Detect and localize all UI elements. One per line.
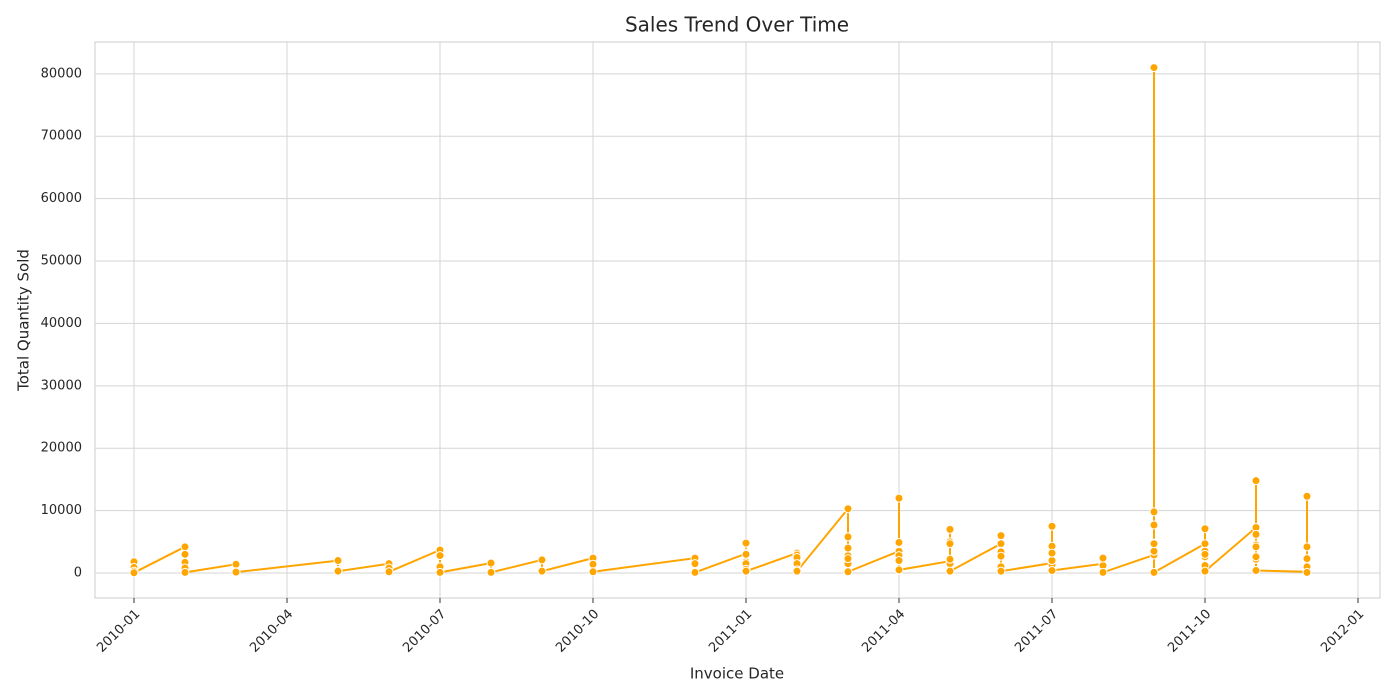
point [1047,548,1057,558]
point [435,567,445,577]
y-tick-label: 80000 [41,66,82,81]
point [588,559,598,569]
point [180,549,190,559]
point [1047,556,1057,566]
point [1251,542,1261,552]
point [537,566,547,576]
point [1302,567,1312,577]
point [588,567,598,577]
point [1302,542,1312,552]
point [894,556,904,566]
point [1149,63,1159,73]
point [894,565,904,575]
y-tick-label: 0 [74,566,82,581]
x-axis-label: Invoice Date [690,665,784,683]
y-tick-label: 30000 [41,378,82,393]
chart-title: Sales Trend Over Time [625,13,849,37]
point [1251,552,1261,562]
point [690,567,700,577]
point [945,566,955,576]
point [741,566,751,576]
y-tick-label: 40000 [41,316,82,331]
point [1047,566,1057,576]
x-tick-label: 2010-04 [247,607,296,656]
y-tick-label: 20000 [41,441,82,456]
point [1302,491,1312,501]
point [843,554,853,564]
point [486,558,496,568]
point [333,566,343,576]
y-tick-label: 50000 [41,254,82,269]
point [843,567,853,577]
point [1149,546,1159,556]
point [1149,567,1159,577]
point [1149,539,1159,549]
plot-frame [94,41,1381,599]
point [996,531,1006,541]
marks [129,63,1312,578]
point [231,559,241,569]
point [792,566,802,576]
point [537,555,547,565]
point [384,567,394,577]
x-tick-label: 2011-01 [706,607,755,656]
point [843,504,853,514]
x-tick-label: 2010-10 [553,607,602,656]
point [1098,553,1108,563]
point [1098,567,1108,577]
point [1149,520,1159,530]
x-tick-label: 2010-01 [94,607,143,656]
point [1200,539,1210,549]
point [1047,521,1057,531]
point [996,551,1006,561]
point [690,559,700,569]
point [945,524,955,534]
point [894,493,904,503]
point [741,538,751,548]
point [1302,554,1312,564]
point [996,566,1006,576]
point [1200,549,1210,559]
point [843,532,853,542]
point [996,539,1006,549]
x-tick-label: 2011-10 [1165,607,1214,656]
point [1251,476,1261,486]
point [843,543,853,553]
point [894,537,904,547]
point [1200,566,1210,576]
point [741,549,751,559]
point [486,567,496,577]
x-tick-label: 2010-07 [400,607,449,656]
x-tick-label: 2011-07 [1012,607,1061,656]
y-tick-label: 10000 [41,503,82,518]
point [1200,524,1210,534]
point [945,539,955,549]
y-tick-label: 70000 [41,129,82,144]
point [180,567,190,577]
y-tick-label: 60000 [41,191,82,206]
point [231,567,241,577]
point [129,568,139,578]
point [945,554,955,564]
point [1251,529,1261,539]
point [1149,507,1159,517]
x-tick-label: 2012-01 [1318,607,1367,656]
point [180,542,190,552]
grid [95,42,1380,598]
x-tick-label: 2011-04 [859,607,908,656]
point [435,551,445,561]
point [333,556,343,566]
y-axis-label: Total Quantity Sold [15,249,33,392]
point [1251,566,1261,576]
